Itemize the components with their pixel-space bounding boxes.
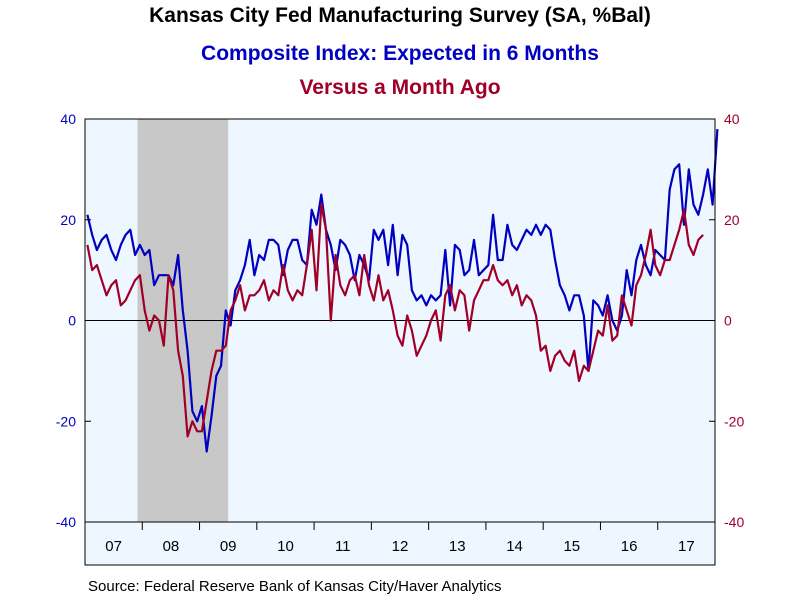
y-tick-label-right: 0 bbox=[724, 313, 732, 329]
y-tick-label-left: -20 bbox=[56, 413, 76, 429]
y-tick-label-right: -40 bbox=[724, 514, 744, 530]
y-tick-label-right: 40 bbox=[724, 111, 740, 127]
x-tick-label: 11 bbox=[335, 538, 351, 555]
x-tick-label: 15 bbox=[563, 538, 580, 555]
chart-title: Kansas City Fed Manufacturing Survey (SA… bbox=[149, 4, 651, 27]
y-tick-label-right: 20 bbox=[724, 212, 740, 228]
plot-border bbox=[84, 118, 716, 566]
source-note: Source: Federal Reserve Bank of Kansas C… bbox=[88, 578, 502, 595]
series-line-vs-month-ago bbox=[86, 203, 704, 438]
y-tick-label-left: 40 bbox=[60, 111, 76, 127]
series-title-red: Versus a Month Ago bbox=[299, 76, 501, 99]
y-tick-label-right: -20 bbox=[724, 413, 744, 429]
series-title-blue: Composite Index: Expected in 6 Months bbox=[201, 42, 599, 65]
x-tick-label: 16 bbox=[621, 538, 638, 555]
y-tick-label-left: 20 bbox=[60, 212, 76, 228]
x-tick-label: 14 bbox=[506, 538, 523, 555]
x-tick-label: 12 bbox=[392, 538, 409, 555]
x-tick-label: 10 bbox=[277, 538, 294, 555]
x-tick-label: 13 bbox=[449, 538, 466, 555]
x-tick-label: 08 bbox=[163, 538, 180, 555]
y-tick-label-left: -40 bbox=[56, 514, 76, 530]
x-tick-label: 09 bbox=[220, 538, 237, 555]
x-tick-label: 17 bbox=[678, 538, 695, 555]
series-line-expected-6-months bbox=[86, 129, 719, 453]
y-tick-label-left: 0 bbox=[68, 313, 76, 329]
x-tick-label: 07 bbox=[105, 538, 122, 555]
